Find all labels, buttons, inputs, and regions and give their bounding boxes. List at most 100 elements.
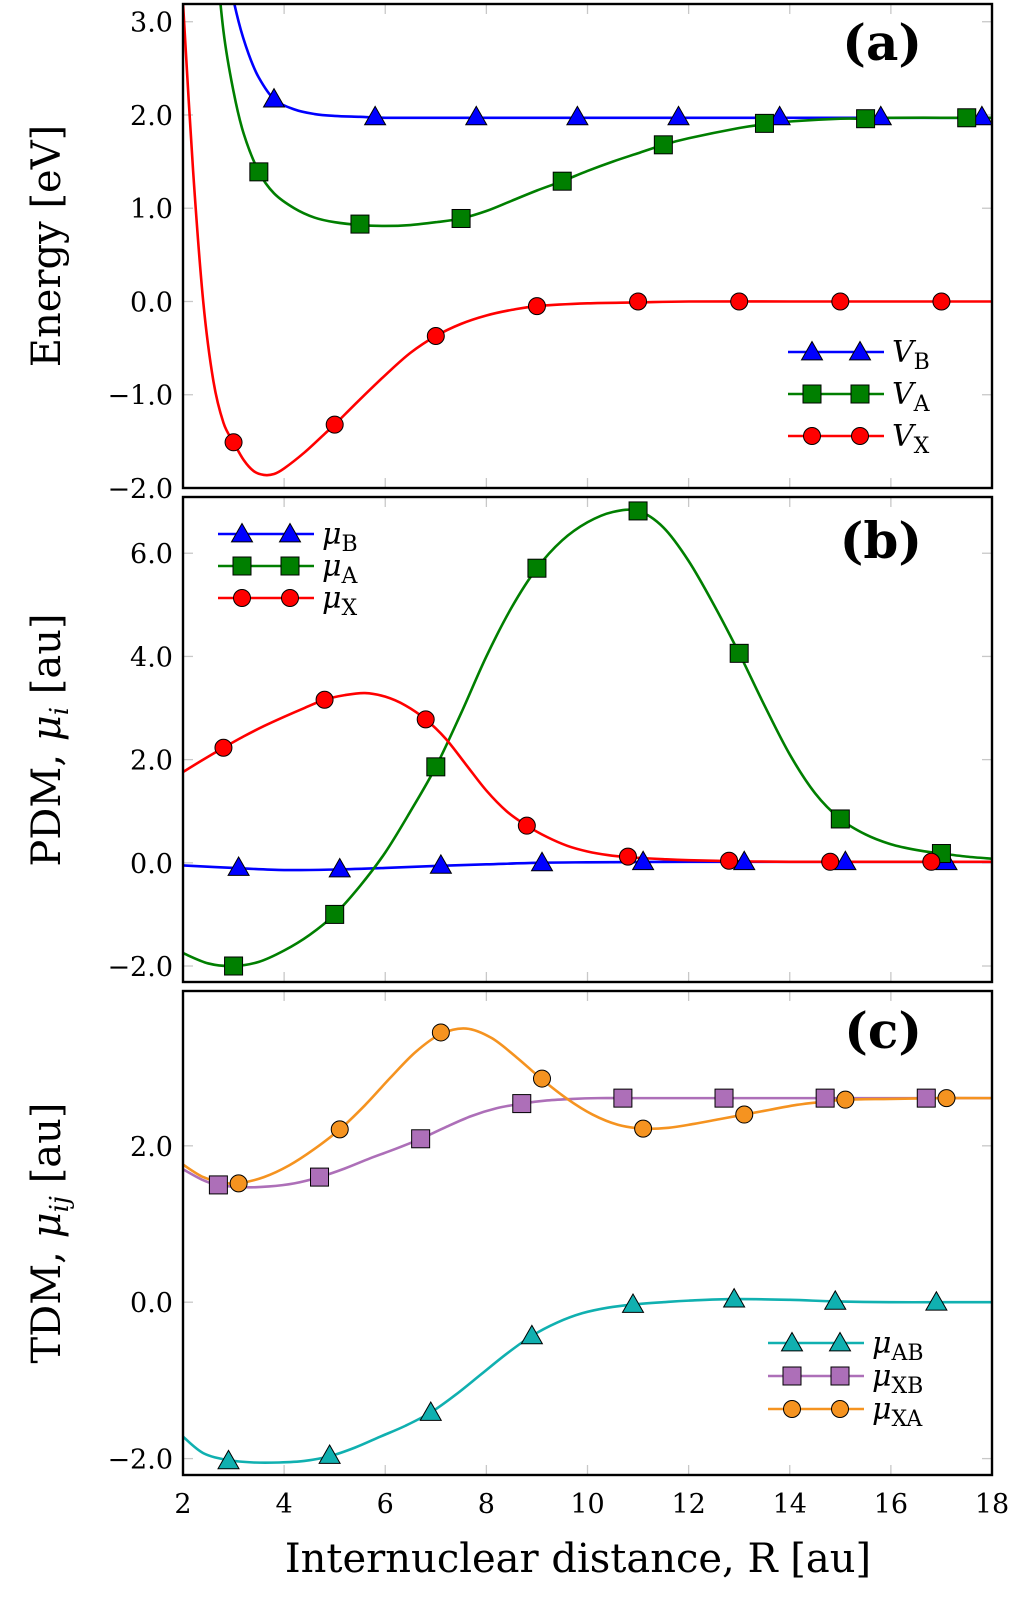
series-line bbox=[183, 508, 992, 968]
legend-label: μX bbox=[322, 581, 358, 621]
data-point bbox=[419, 1400, 443, 1421]
data-point bbox=[416, 710, 435, 729]
data-point bbox=[224, 956, 244, 976]
legend-marker bbox=[802, 384, 822, 404]
data-point bbox=[328, 857, 352, 878]
data-point bbox=[426, 757, 446, 777]
data-point bbox=[932, 292, 951, 311]
x-tick-label: 12 bbox=[671, 1489, 705, 1520]
legend-label-main: μ bbox=[322, 517, 342, 552]
data-point bbox=[527, 297, 546, 316]
legend-label-main: V bbox=[892, 335, 917, 370]
x-tick-label: 16 bbox=[874, 1489, 908, 1520]
markers-v-a bbox=[249, 108, 977, 234]
data-point bbox=[618, 847, 637, 866]
x-axis-label: Internuclear distance, R [au] bbox=[285, 1536, 871, 1582]
markers-mu-ab bbox=[217, 1287, 948, 1470]
legend-label-main: V bbox=[892, 419, 917, 454]
markers-v-x bbox=[224, 292, 951, 452]
legend-label: VX bbox=[892, 419, 930, 459]
ticks-panel-2: −2.0 0.0 2.0 2 4 6 8 10 12 14 16 18 bbox=[107, 991, 1009, 1520]
data-point bbox=[916, 1088, 936, 1108]
legend-label-sub: XA bbox=[892, 1407, 924, 1432]
data-point bbox=[730, 292, 749, 311]
data-point bbox=[262, 87, 286, 108]
data-point bbox=[530, 851, 554, 872]
data-point bbox=[249, 162, 269, 182]
y-tick-label: 2.0 bbox=[130, 101, 173, 132]
data-point bbox=[527, 558, 547, 578]
legend-item: μXB bbox=[768, 1359, 923, 1399]
series-v-a bbox=[219, 4, 992, 228]
data-point bbox=[732, 850, 756, 871]
data-point bbox=[532, 1069, 551, 1088]
x-tick-label: 6 bbox=[377, 1489, 394, 1520]
data-point bbox=[330, 1120, 349, 1139]
markers-mu-x bbox=[214, 690, 941, 871]
data-point bbox=[566, 105, 589, 126]
y-tick-label: 3.0 bbox=[130, 8, 173, 39]
legend-marker bbox=[828, 1331, 852, 1352]
y-axis-label-c-sub: ij bbox=[45, 1196, 75, 1212]
y-axis-label-b-sub: i bbox=[45, 707, 75, 715]
x-tick-label: 4 bbox=[276, 1489, 293, 1520]
data-point bbox=[512, 1094, 532, 1114]
legend-label: VB bbox=[892, 335, 930, 375]
y-axis-label-b-main: PDM, bbox=[24, 741, 70, 866]
y-axis-label-b-mu: μ bbox=[24, 715, 70, 741]
data-point bbox=[520, 1324, 544, 1345]
data-point bbox=[429, 853, 453, 874]
legend-label: μB bbox=[322, 517, 358, 557]
legend-label-sub: X bbox=[342, 596, 358, 621]
markers-mu-a bbox=[224, 501, 951, 976]
series-mu-ab bbox=[183, 1297, 992, 1465]
data-point bbox=[310, 1167, 330, 1187]
legend-marker bbox=[281, 589, 299, 607]
panel-label-a: (a) bbox=[842, 13, 922, 72]
data-point bbox=[720, 851, 739, 870]
data-point bbox=[821, 852, 840, 871]
series-v-b bbox=[233, 4, 992, 120]
y-tick-label: 0.0 bbox=[130, 287, 173, 318]
data-point bbox=[629, 292, 648, 311]
y-tick-label: 0.0 bbox=[130, 849, 173, 880]
plot-area-panel-0 bbox=[183, 4, 992, 477]
legend-label: VA bbox=[892, 377, 931, 417]
data-point bbox=[836, 1090, 855, 1109]
legend-item: VA bbox=[788, 377, 931, 417]
legend-marker bbox=[232, 556, 252, 576]
series-line bbox=[219, 4, 992, 228]
x-tick-label: 2 bbox=[174, 1489, 191, 1520]
y-axis-label-c-main: TDM, bbox=[24, 1238, 70, 1363]
y-axis-label-b-unit: [au] bbox=[24, 613, 70, 707]
panel-label-b: (b) bbox=[840, 511, 922, 570]
data-point bbox=[325, 904, 345, 924]
data-point bbox=[217, 1449, 240, 1470]
legend-item: μXA bbox=[768, 1392, 923, 1432]
data-point bbox=[714, 1088, 734, 1108]
data-point bbox=[613, 1088, 633, 1108]
data-point bbox=[722, 1287, 746, 1308]
legend-label-sub: XB bbox=[892, 1374, 924, 1399]
ticks-panel-1: −2.0 0.0 2.0 4.0 6.0 bbox=[107, 497, 992, 983]
data-point bbox=[208, 1175, 228, 1195]
data-point bbox=[754, 113, 774, 133]
data-point bbox=[350, 214, 370, 234]
x-tick-label: 10 bbox=[570, 1489, 604, 1520]
data-point bbox=[451, 208, 471, 228]
legend-marker bbox=[278, 522, 302, 543]
legend-marker bbox=[782, 1366, 802, 1386]
legend-item: VX bbox=[788, 419, 930, 459]
legend-label-sub: A bbox=[341, 564, 359, 589]
data-point bbox=[735, 1105, 754, 1124]
data-point bbox=[552, 171, 572, 191]
data-point bbox=[229, 1174, 248, 1193]
y-tick-label: 4.0 bbox=[130, 642, 173, 673]
data-point bbox=[628, 501, 648, 521]
data-point bbox=[970, 105, 992, 126]
data-point bbox=[634, 1119, 653, 1138]
